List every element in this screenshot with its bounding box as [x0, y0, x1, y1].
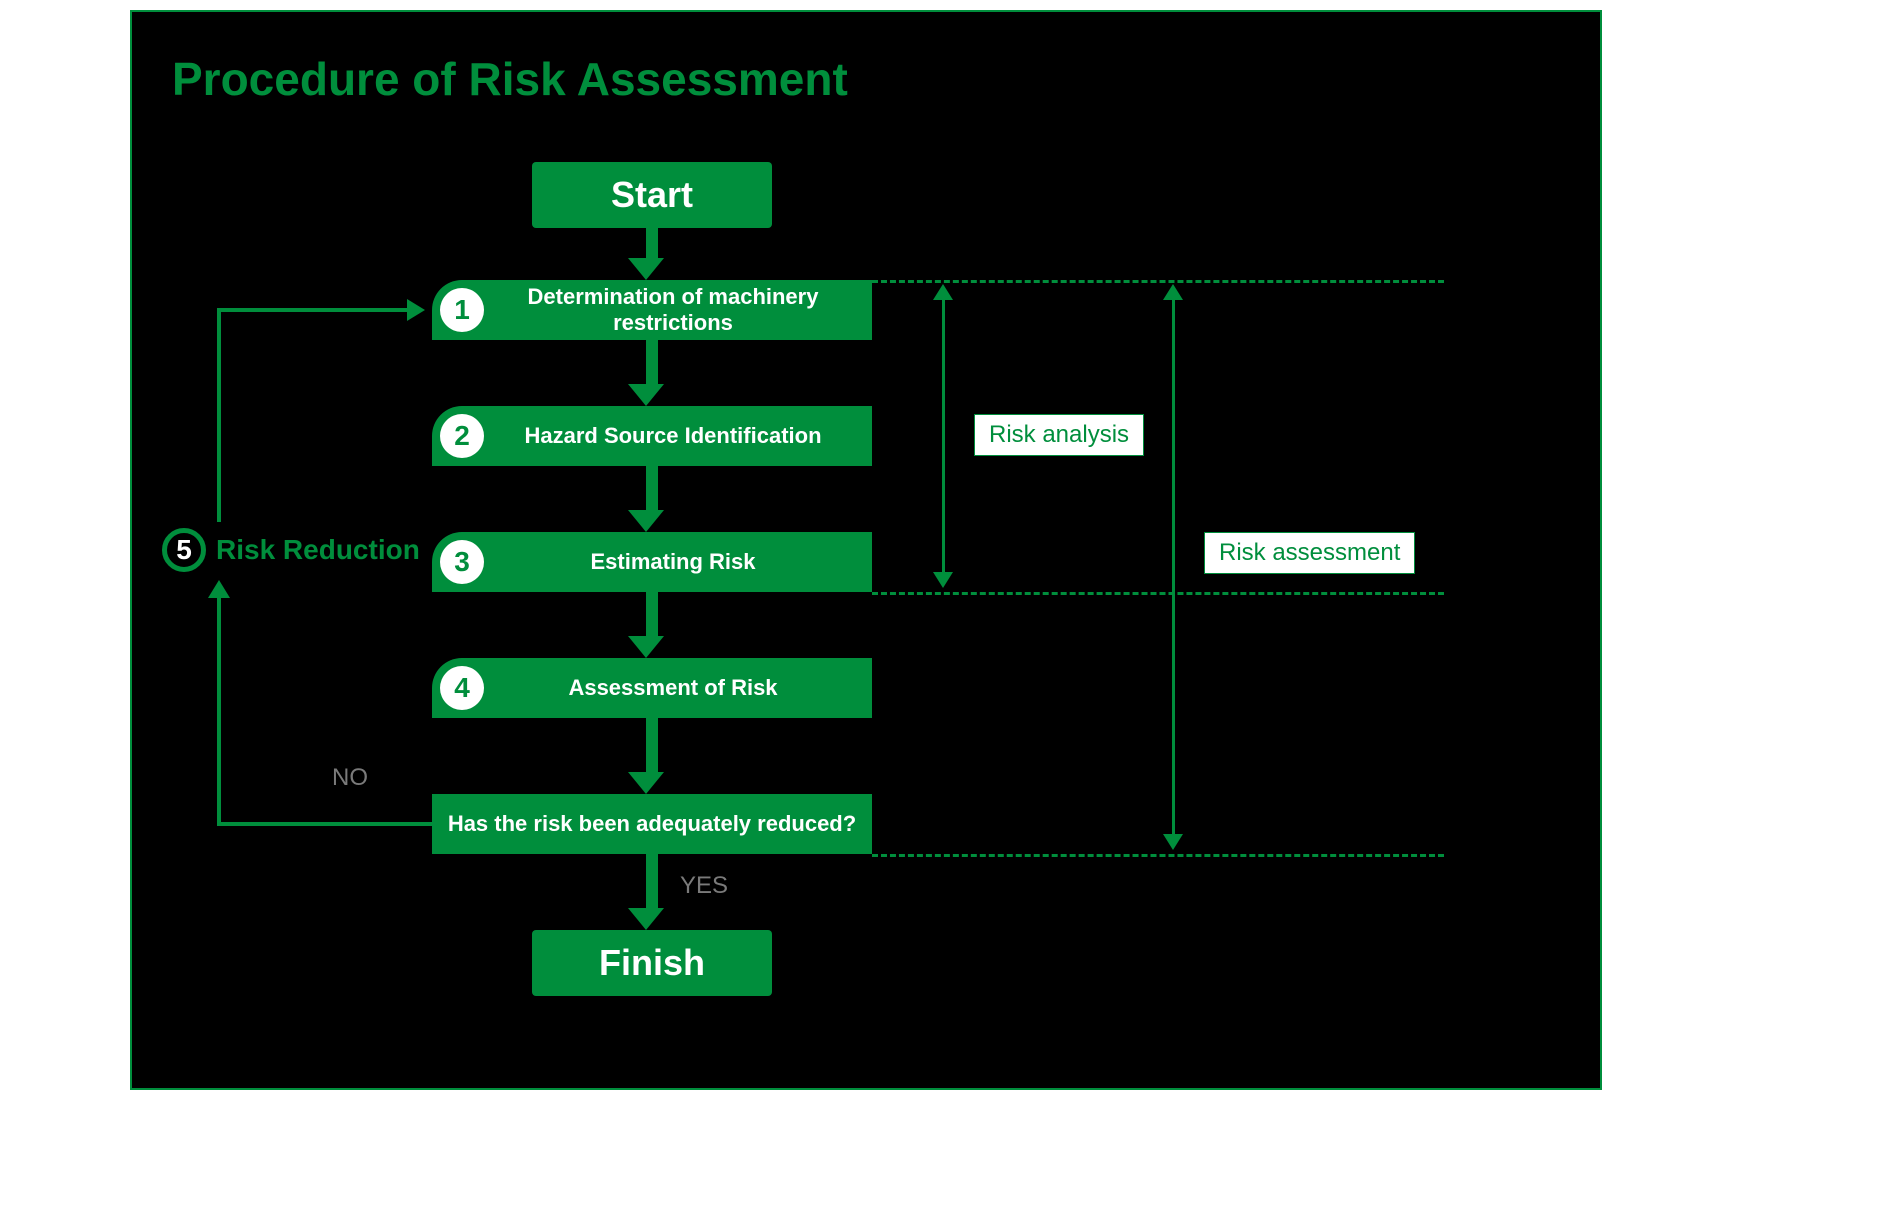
loop-line [217, 308, 409, 312]
branch-label-yes: YES [680, 872, 728, 900]
loop-line [217, 822, 432, 826]
arrow-up-icon [208, 580, 230, 598]
bracket-dash [872, 592, 1444, 595]
arrow-down-icon [640, 718, 664, 794]
step-number-2: 2 [440, 414, 484, 458]
step-label-1: Determination of machinery restrictions [432, 284, 872, 336]
node-start: Start [532, 162, 772, 228]
branch-label-no: NO [332, 764, 368, 792]
bracket-dash [872, 280, 1444, 283]
range-label-risk-assessment: Risk assessment [1204, 532, 1415, 574]
arrow-right-icon [407, 299, 425, 321]
node-step-5: 5 Risk Reduction [162, 528, 420, 572]
arrow-down-icon [640, 592, 664, 658]
bracket-dash [872, 854, 1444, 857]
arrow-down-icon [640, 854, 664, 930]
node-finish-label: Finish [599, 942, 705, 984]
node-step-4: 4 Assessment of Risk [432, 658, 872, 718]
arrow-down-icon [640, 340, 664, 406]
decision-label: Has the risk been adequately reduced? [448, 811, 856, 837]
step-number-5: 5 [162, 528, 206, 572]
node-step-2: 2 Hazard Source Identification [432, 406, 872, 466]
node-start-label: Start [611, 174, 693, 216]
node-step-3: 3 Estimating Risk [432, 532, 872, 592]
step-label-5: Risk Reduction [216, 534, 420, 566]
arrow-down-icon [640, 466, 664, 532]
node-step-1: 1 Determination of machinery restriction… [432, 280, 872, 340]
step-label-3: Estimating Risk [432, 549, 872, 575]
step-number-1: 1 [440, 288, 484, 332]
node-finish: Finish [532, 930, 772, 996]
range-label-risk-analysis: Risk analysis [974, 414, 1144, 456]
step-label-4: Assessment of Risk [432, 675, 872, 701]
diagram-title: Procedure of Risk Assessment [172, 52, 848, 106]
loop-line [217, 596, 221, 826]
step-label-2: Hazard Source Identification [432, 423, 872, 449]
arrow-down-icon [640, 228, 664, 280]
loop-line [217, 308, 221, 522]
diagram-panel: Procedure of Risk Assessment Start 1 Det… [130, 10, 1602, 1090]
node-decision: Has the risk been adequately reduced? [432, 794, 872, 854]
step-number-3: 3 [440, 540, 484, 584]
step-number-4: 4 [440, 666, 484, 710]
